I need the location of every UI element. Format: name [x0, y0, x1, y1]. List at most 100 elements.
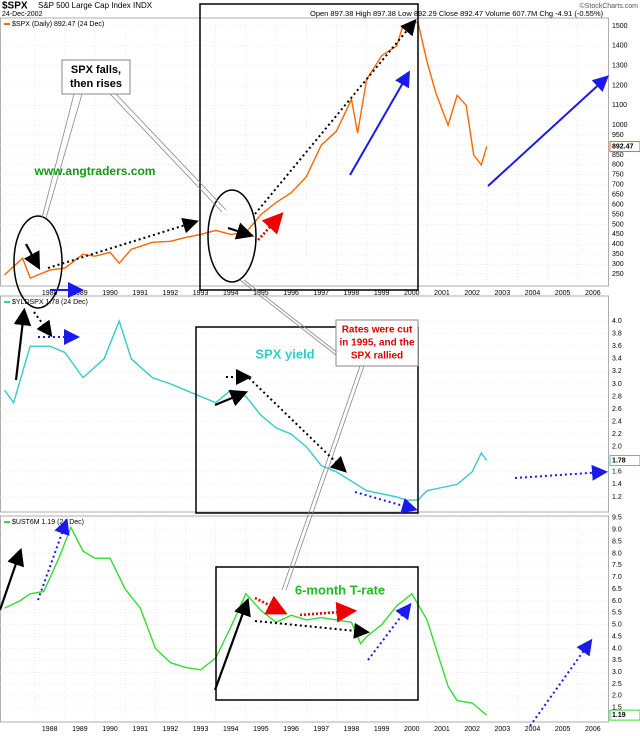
- x-tick-label: 2000: [404, 290, 420, 297]
- ellipse: [207, 189, 257, 283]
- x-tick-label: 1996: [283, 726, 299, 733]
- y-tick-label: 300: [612, 261, 624, 268]
- y-tick-label: 1100: [612, 102, 627, 109]
- y-tick-label: 250: [612, 271, 624, 278]
- x-tick-label: 1998: [344, 290, 360, 297]
- x-tick-label: 1991: [132, 726, 148, 733]
- x-tick-label: 1999: [374, 726, 390, 733]
- y-tick-label: 1300: [612, 62, 628, 69]
- callout: [239, 279, 365, 591]
- label: 6-month T-rate: [295, 582, 385, 597]
- x-tick-label: 2005: [555, 726, 571, 733]
- x-tick-label: 2006: [585, 726, 601, 733]
- y-tick-label: 850: [612, 152, 624, 159]
- x-tick-label: 1998: [344, 726, 360, 733]
- y-tick-label: 500: [612, 221, 624, 228]
- y-tick-label: 5.5: [612, 610, 622, 617]
- last-value-tag: [609, 141, 640, 153]
- date: 24-Dec-2002: [2, 11, 43, 18]
- y-tick-label: 3.2: [612, 368, 622, 375]
- index-name: S&P 500 Large Cap Index INDX: [38, 1, 153, 10]
- y-tick-label: 3.8: [612, 331, 622, 338]
- website: www.angtraders.com: [34, 164, 156, 178]
- y-tick-label: 3.4: [612, 356, 622, 363]
- y-tick-label: 2.4: [612, 418, 622, 425]
- series-line: [4, 21, 488, 280]
- box: [199, 3, 419, 291]
- x-tick-label: 2006: [585, 290, 601, 297]
- y-tick-label: 1200: [612, 82, 628, 89]
- y-tick-label: 350: [612, 251, 624, 258]
- note: Rates were cut: [342, 325, 413, 336]
- y-tick-label: 4.5: [612, 633, 622, 640]
- note: SPX rallied: [351, 351, 403, 362]
- y-tick-label: 3.0: [612, 381, 622, 388]
- x-tick-label: 1999: [374, 290, 390, 297]
- y-tick-label: 2.0: [612, 444, 622, 451]
- callout: [41, 93, 227, 219]
- note: SPX falls,: [71, 64, 121, 76]
- symbol: $SPX: [2, 1, 28, 12]
- x-tick-label: 1991: [132, 290, 148, 297]
- last-value-tag: [609, 455, 640, 467]
- x-tick-label: 2003: [495, 726, 511, 733]
- y-tick-label: 7.0: [612, 574, 622, 581]
- x-tick-label: 1992: [163, 290, 179, 297]
- y-tick-label: 2.6: [612, 406, 622, 413]
- y-tick-label: 1500: [612, 23, 628, 30]
- x-tick-label: 2004: [525, 726, 541, 733]
- x-tick-label: 1988: [42, 290, 58, 297]
- x-tick-label: 2001: [434, 290, 450, 297]
- annotations: SPX falls, then rises www.angtraders.com…: [0, 3, 609, 727]
- plot-frame: [0, 17, 609, 287]
- y-tick-label: 1.4: [612, 481, 622, 488]
- y-tick-label: 600: [612, 201, 624, 208]
- box: [195, 326, 419, 514]
- x-tick-label: 1989: [72, 726, 88, 733]
- x-tick-label: 1990: [102, 290, 118, 297]
- x-tick-label: 2003: [495, 290, 511, 297]
- charts: 250 300 350 400 450 500 550 600 650 700 750 800 850 9…: [0, 17, 640, 733]
- credit: ©StockCharts.com: [580, 2, 639, 10]
- x-tick-label: 2001: [434, 726, 450, 733]
- y-tick-label: 700: [612, 182, 624, 189]
- y-tick-label: 2.2: [612, 431, 622, 438]
- y-tick-label: 1000: [612, 122, 628, 129]
- y-tick-label: 1400: [612, 43, 628, 50]
- x-tick-label: 1992: [163, 726, 179, 733]
- x-tick-label: 1997: [313, 726, 329, 733]
- quote: Open 897.38 High 897.38 Low 892.29 Close…: [310, 9, 604, 18]
- ellipse: [13, 215, 63, 309]
- y-tick-label: 650: [612, 192, 624, 199]
- x-tick-label: 1993: [193, 726, 209, 733]
- last-value-label: 1.78: [612, 457, 626, 464]
- arrows: [0, 18, 609, 727]
- y-tick-label: 1.2: [612, 494, 622, 501]
- x-tick-label: 2004: [525, 290, 541, 297]
- y-tick-label: 8.0: [612, 550, 622, 557]
- plot-frame: [0, 295, 609, 513]
- y-tick-label: 8.5: [612, 538, 622, 545]
- x-tick-label: 1988: [42, 726, 58, 733]
- last-value-label: 1.19: [612, 712, 626, 719]
- y-tick-label: 1.6: [612, 469, 622, 476]
- y-tick-label: 4.0: [612, 645, 622, 652]
- x-tick-label: 1990: [102, 726, 118, 733]
- x-tick-label: 1994: [223, 290, 239, 297]
- y-tick-label: 400: [612, 241, 624, 248]
- y-tick-label: 4.0: [612, 318, 622, 325]
- x-tick-label: 2005: [555, 290, 571, 297]
- note-box: [61, 59, 131, 95]
- y-tick-label: 3.5: [612, 657, 622, 664]
- x-tick-label: 2002: [464, 726, 480, 733]
- y-tick-label: 6.0: [612, 598, 622, 605]
- x-tick-label: 2002: [464, 290, 480, 297]
- y-tick-label: 550: [612, 211, 624, 218]
- y-tick-label: 9.5: [612, 515, 622, 522]
- y-tick-label: 1.5: [612, 705, 622, 712]
- label: SPX yield: [255, 346, 314, 361]
- y-tick-label: 950: [612, 132, 624, 139]
- y-tick-label: 450: [612, 231, 624, 238]
- y-tick-label: 750: [612, 172, 624, 179]
